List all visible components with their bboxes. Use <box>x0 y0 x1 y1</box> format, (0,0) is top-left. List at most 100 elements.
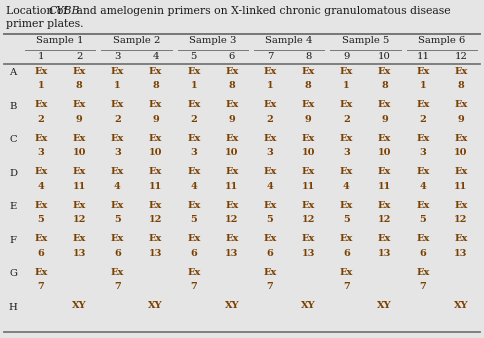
Text: Ex: Ex <box>263 134 277 143</box>
Text: 8: 8 <box>152 81 159 91</box>
Text: 3: 3 <box>419 148 426 158</box>
Text: 8: 8 <box>76 81 83 91</box>
Text: 8: 8 <box>305 52 311 61</box>
Text: Ex: Ex <box>225 201 239 210</box>
Text: Ex: Ex <box>263 268 277 277</box>
Text: Ex: Ex <box>302 134 315 143</box>
Text: 9: 9 <box>343 52 349 61</box>
Text: Ex: Ex <box>416 100 429 109</box>
Text: Ex: Ex <box>111 234 124 243</box>
Text: Ex: Ex <box>340 167 353 176</box>
Text: 4: 4 <box>152 52 159 61</box>
Text: 2: 2 <box>267 115 273 124</box>
Text: H: H <box>9 303 17 312</box>
Text: Sample 4: Sample 4 <box>265 36 313 45</box>
Text: 8: 8 <box>228 81 235 91</box>
Text: Ex: Ex <box>111 134 124 143</box>
Text: 8: 8 <box>457 81 464 91</box>
Text: Ex: Ex <box>34 167 48 176</box>
Text: primer plates.: primer plates. <box>6 19 84 29</box>
Text: Ex: Ex <box>149 134 162 143</box>
Text: 1: 1 <box>267 81 273 91</box>
Text: Ex: Ex <box>187 234 200 243</box>
Text: 6: 6 <box>190 249 197 258</box>
Text: Ex: Ex <box>454 234 468 243</box>
Text: 13: 13 <box>73 249 86 258</box>
Text: Ex: Ex <box>34 100 48 109</box>
Text: 10: 10 <box>225 148 239 158</box>
Text: C: C <box>9 135 17 144</box>
Text: Ex: Ex <box>149 67 162 76</box>
Text: Ex: Ex <box>302 100 315 109</box>
Text: D: D <box>9 169 17 177</box>
Text: A: A <box>9 68 16 77</box>
Text: XY: XY <box>454 301 468 310</box>
Text: 3: 3 <box>343 148 350 158</box>
Text: Ex: Ex <box>187 100 200 109</box>
Text: Ex: Ex <box>416 67 429 76</box>
Text: 7: 7 <box>38 283 45 291</box>
Text: Ex: Ex <box>187 201 200 210</box>
Text: Location of: Location of <box>6 6 71 16</box>
Text: 4: 4 <box>190 182 197 191</box>
Text: 6: 6 <box>343 249 350 258</box>
Text: XY: XY <box>72 301 87 310</box>
Text: 4: 4 <box>267 182 273 191</box>
Text: Ex: Ex <box>263 167 277 176</box>
Text: Ex: Ex <box>454 167 468 176</box>
Text: Ex: Ex <box>302 167 315 176</box>
Text: Sample 3: Sample 3 <box>189 36 237 45</box>
Text: 4: 4 <box>343 182 350 191</box>
Text: 11: 11 <box>73 182 86 191</box>
Text: Ex: Ex <box>187 167 200 176</box>
Text: 10: 10 <box>302 148 315 158</box>
Text: XY: XY <box>148 301 163 310</box>
Text: Ex: Ex <box>73 134 86 143</box>
Text: Ex: Ex <box>225 100 239 109</box>
Text: Sample 5: Sample 5 <box>342 36 389 45</box>
Text: 4: 4 <box>419 182 426 191</box>
Text: Ex: Ex <box>378 234 391 243</box>
Text: Ex: Ex <box>454 100 468 109</box>
Text: 2: 2 <box>419 115 426 124</box>
Text: 7: 7 <box>267 52 273 61</box>
Text: Ex: Ex <box>416 167 429 176</box>
Text: Ex: Ex <box>149 234 162 243</box>
Text: F: F <box>10 236 16 244</box>
Text: 12: 12 <box>454 52 468 61</box>
Text: 12: 12 <box>73 215 86 224</box>
Text: Ex: Ex <box>302 234 315 243</box>
Text: Sample 1: Sample 1 <box>36 36 84 45</box>
Text: 10: 10 <box>73 148 86 158</box>
Text: 6: 6 <box>229 52 235 61</box>
Text: 7: 7 <box>419 283 426 291</box>
Text: CYBB: CYBB <box>49 6 80 16</box>
Text: Ex: Ex <box>111 201 124 210</box>
Text: Ex: Ex <box>454 134 468 143</box>
Text: 2: 2 <box>38 115 45 124</box>
Text: Ex: Ex <box>34 201 48 210</box>
Text: Ex: Ex <box>340 134 353 143</box>
Text: Sample 6: Sample 6 <box>418 36 466 45</box>
Text: Ex: Ex <box>378 134 391 143</box>
Text: Ex: Ex <box>340 67 353 76</box>
Text: Ex: Ex <box>302 201 315 210</box>
Text: 11: 11 <box>378 182 391 191</box>
Text: 4: 4 <box>114 182 121 191</box>
Text: 12: 12 <box>454 215 468 224</box>
Text: 10: 10 <box>378 52 391 61</box>
Text: Ex: Ex <box>302 67 315 76</box>
Text: 1: 1 <box>420 81 426 91</box>
Text: Ex: Ex <box>340 201 353 210</box>
Text: Ex: Ex <box>73 167 86 176</box>
Text: Ex: Ex <box>263 67 277 76</box>
Text: Ex: Ex <box>454 201 468 210</box>
Text: 5: 5 <box>190 215 197 224</box>
Text: Ex: Ex <box>378 201 391 210</box>
Text: 5: 5 <box>267 215 273 224</box>
Text: Ex: Ex <box>340 234 353 243</box>
Text: 13: 13 <box>149 249 162 258</box>
Text: 9: 9 <box>305 115 312 124</box>
Text: 6: 6 <box>38 249 45 258</box>
Text: Ex: Ex <box>73 234 86 243</box>
